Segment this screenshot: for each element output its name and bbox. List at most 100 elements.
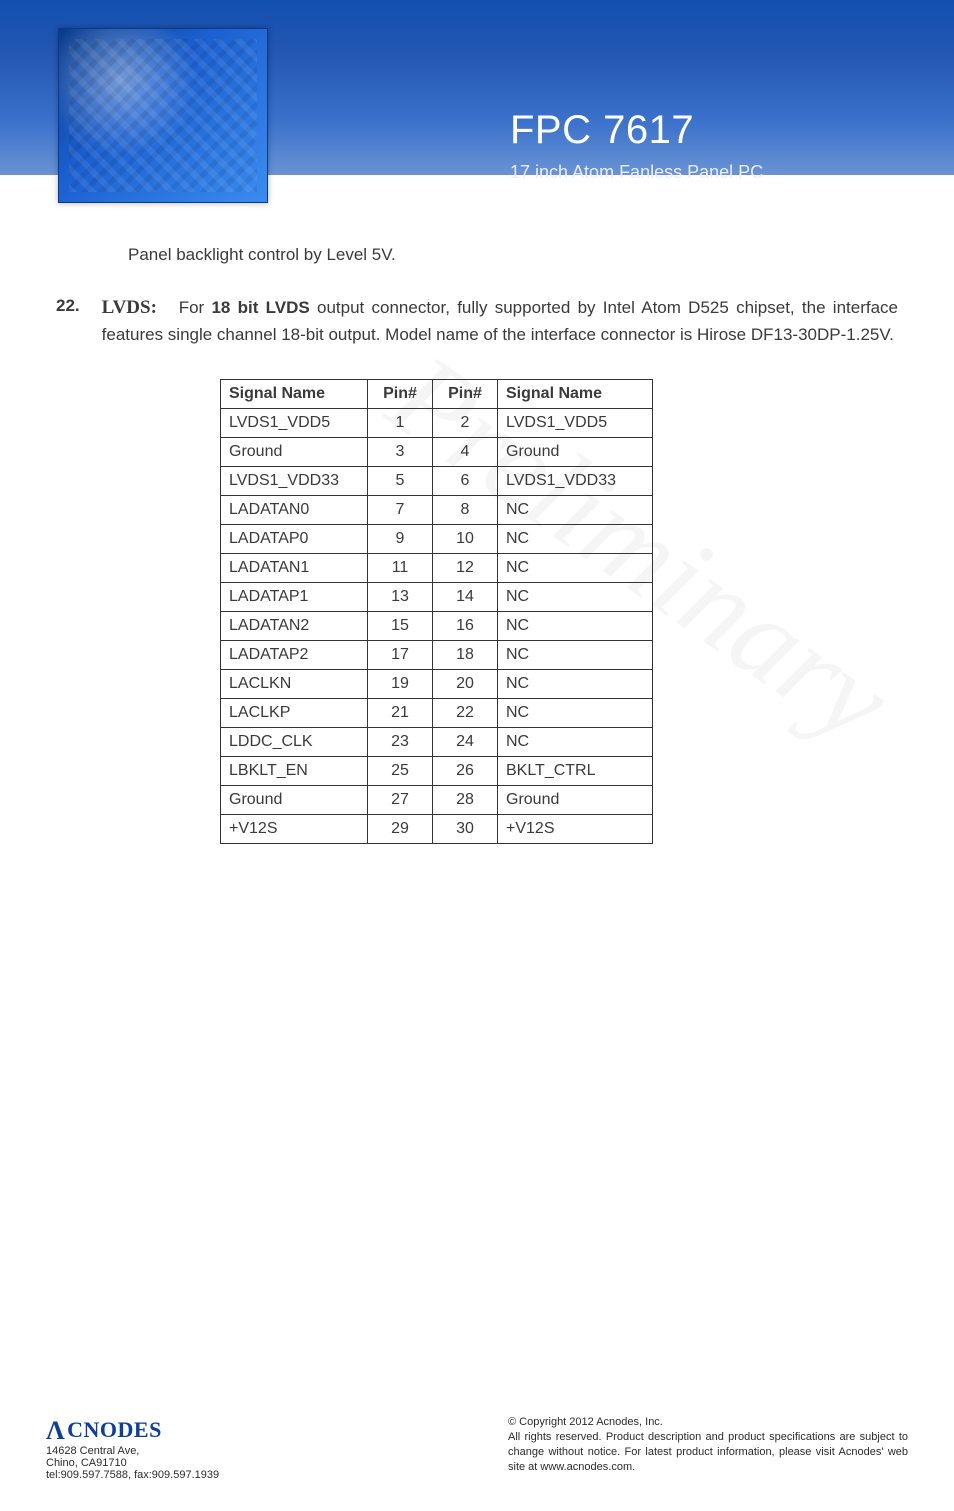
table-cell: LVDS1_VDD33 bbox=[498, 466, 653, 495]
table-row: Ground2728Ground bbox=[221, 785, 653, 814]
table-cell: Ground bbox=[221, 785, 368, 814]
table-cell: 14 bbox=[433, 582, 498, 611]
table-cell: +V12S bbox=[221, 814, 368, 843]
table-row: LVDS1_VDD512LVDS1_VDD5 bbox=[221, 408, 653, 437]
table-cell: 25 bbox=[368, 756, 433, 785]
intro-line: Panel backlight control by Level 5V. bbox=[128, 245, 898, 265]
table-cell: LVDS1_VDD5 bbox=[498, 408, 653, 437]
logo-text: CNODES bbox=[67, 1417, 162, 1443]
col-header: Signal Name bbox=[498, 379, 653, 408]
table-cell: 16 bbox=[433, 611, 498, 640]
table-cell: 28 bbox=[433, 785, 498, 814]
table-cell: 11 bbox=[368, 553, 433, 582]
table-row: LADATAN078NC bbox=[221, 495, 653, 524]
section-number: 22. bbox=[56, 293, 80, 319]
table-cell: 22 bbox=[433, 698, 498, 727]
company-logo: ΛCNODES bbox=[46, 1415, 346, 1445]
table-cell: 29 bbox=[368, 814, 433, 843]
table-cell: Ground bbox=[498, 785, 653, 814]
table-cell: 5 bbox=[368, 466, 433, 495]
table-cell: 30 bbox=[433, 814, 498, 843]
table-cell: 13 bbox=[368, 582, 433, 611]
footer-address-1: 14628 Central Ave, bbox=[46, 1445, 346, 1457]
table-header-row: Signal Name Pin# Pin# Signal Name bbox=[221, 379, 653, 408]
footer-address-2: Chino, CA91710 bbox=[46, 1457, 346, 1469]
table-cell: 6 bbox=[433, 466, 498, 495]
table-cell: 18 bbox=[433, 640, 498, 669]
table-row: LADATAP21718NC bbox=[221, 640, 653, 669]
table-cell: 3 bbox=[368, 437, 433, 466]
col-header: Pin# bbox=[433, 379, 498, 408]
footer-right: © Copyright 2012 Acnodes, Inc. All right… bbox=[508, 1415, 908, 1474]
footer-legal: All rights reserved. Product description… bbox=[508, 1430, 908, 1475]
section-text-bold: 18 bit LVDS bbox=[211, 298, 309, 317]
footer-copyright: © Copyright 2012 Acnodes, Inc. bbox=[508, 1415, 908, 1430]
table-cell: 12 bbox=[433, 553, 498, 582]
table-cell: LADATAN2 bbox=[221, 611, 368, 640]
col-header: Signal Name bbox=[221, 379, 368, 408]
table-cell: LDDC_CLK bbox=[221, 727, 368, 756]
table-cell: 27 bbox=[368, 785, 433, 814]
table-cell: LACLKN bbox=[221, 669, 368, 698]
table-cell: 26 bbox=[433, 756, 498, 785]
table-cell: 23 bbox=[368, 727, 433, 756]
table-row: LADATAP11314NC bbox=[221, 582, 653, 611]
section-body: LVDS: For 18 bit LVDS output connector, … bbox=[102, 293, 898, 349]
table-cell: LADATAP2 bbox=[221, 640, 368, 669]
table-cell: 20 bbox=[433, 669, 498, 698]
table-cell: LADATAP0 bbox=[221, 524, 368, 553]
table-row: LVDS1_VDD3356LVDS1_VDD33 bbox=[221, 466, 653, 495]
table-cell: NC bbox=[498, 582, 653, 611]
logo-glyph: Λ bbox=[46, 1416, 65, 1446]
table-cell: BKLT_CTRL bbox=[498, 756, 653, 785]
header-banner: FPC 7617 17 inch Atom Fanless Panel PC bbox=[0, 0, 954, 175]
table-row: LADATAN11112NC bbox=[221, 553, 653, 582]
col-header: Pin# bbox=[368, 379, 433, 408]
table-cell: 4 bbox=[433, 437, 498, 466]
table-cell: 10 bbox=[433, 524, 498, 553]
section-label: LVDS: bbox=[102, 297, 157, 318]
table-row: LDDC_CLK2324NC bbox=[221, 727, 653, 756]
table-row: LADATAP0910NC bbox=[221, 524, 653, 553]
table-cell: NC bbox=[498, 495, 653, 524]
table-row: Ground34Ground bbox=[221, 437, 653, 466]
table-cell: LADATAN0 bbox=[221, 495, 368, 524]
table-cell: LACLKP bbox=[221, 698, 368, 727]
table-cell: 9 bbox=[368, 524, 433, 553]
table-cell: LVDS1_VDD5 bbox=[221, 408, 368, 437]
table-cell: +V12S bbox=[498, 814, 653, 843]
table-cell: Ground bbox=[498, 437, 653, 466]
footer-contact: tel:909.597.7588, fax:909.597.1939 bbox=[46, 1469, 346, 1481]
table-row: LACLKP2122NC bbox=[221, 698, 653, 727]
footer-left: ΛCNODES 14628 Central Ave, Chino, CA9171… bbox=[46, 1415, 346, 1481]
table-row: LADATAN21516NC bbox=[221, 611, 653, 640]
table-cell: NC bbox=[498, 611, 653, 640]
table-cell: 8 bbox=[433, 495, 498, 524]
table-cell: 7 bbox=[368, 495, 433, 524]
table-row: +V12S2930+V12S bbox=[221, 814, 653, 843]
pin-table: Signal Name Pin# Pin# Signal Name LVDS1_… bbox=[220, 379, 653, 844]
table-cell: 1 bbox=[368, 408, 433, 437]
footer: ΛCNODES 14628 Central Ave, Chino, CA9171… bbox=[0, 1415, 954, 1511]
table-cell: NC bbox=[498, 640, 653, 669]
table-cell: NC bbox=[498, 698, 653, 727]
table-cell: LADATAN1 bbox=[221, 553, 368, 582]
table-cell: 19 bbox=[368, 669, 433, 698]
table-cell: 17 bbox=[368, 640, 433, 669]
table-cell: 15 bbox=[368, 611, 433, 640]
table-cell: 2 bbox=[433, 408, 498, 437]
table-cell: LADATAP1 bbox=[221, 582, 368, 611]
section-22: 22. LVDS: For 18 bit LVDS output connect… bbox=[56, 293, 898, 349]
table-row: LACLKN1920NC bbox=[221, 669, 653, 698]
table-cell: NC bbox=[498, 727, 653, 756]
table-cell: LBKLT_EN bbox=[221, 756, 368, 785]
table-cell: Ground bbox=[221, 437, 368, 466]
table-cell: 21 bbox=[368, 698, 433, 727]
product-title: FPC 7617 bbox=[510, 108, 694, 153]
table-cell: LVDS1_VDD33 bbox=[221, 466, 368, 495]
table-row: LBKLT_EN2526BKLT_CTRL bbox=[221, 756, 653, 785]
table-cell: NC bbox=[498, 669, 653, 698]
table-cell: NC bbox=[498, 524, 653, 553]
section-text-pre: For bbox=[179, 298, 212, 317]
table-cell: NC bbox=[498, 553, 653, 582]
